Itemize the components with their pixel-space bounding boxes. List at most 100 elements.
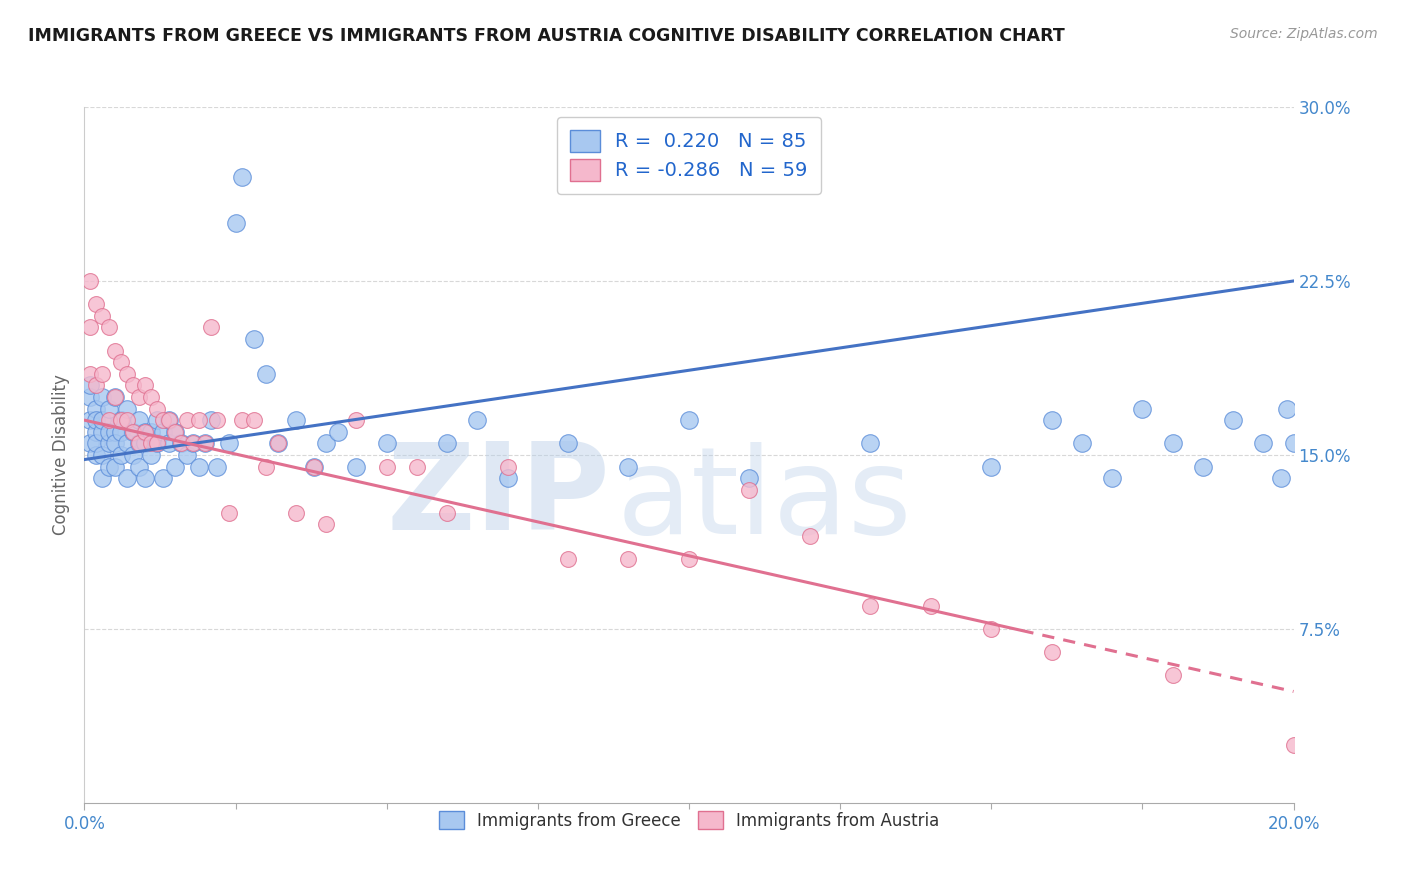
Point: [128, 413, 150, 427]
Point: [231, 413, 253, 427]
Text: IMMIGRANTS FROM GREECE VS IMMIGRANTS FROM AUSTRIA COGNITIVE DISABILITY CORRELATI: IMMIGRANTS FROM GREECE VS IMMIGRANTS FRO…: [28, 27, 1064, 45]
Point: [128, 436, 150, 450]
Point: [1040, 413, 1063, 427]
Point: [738, 471, 761, 485]
Point: [267, 436, 290, 450]
Point: [110, 413, 132, 427]
Y-axis label: Cognitive Disability: Cognitive Disability: [52, 375, 70, 535]
Point: [617, 459, 640, 474]
Point: [128, 436, 150, 450]
Point: [242, 413, 264, 427]
Point: [678, 552, 700, 566]
Point: [79, 367, 101, 381]
Point: [165, 425, 187, 439]
Point: [86, 401, 108, 416]
Point: [859, 599, 882, 613]
Point: [97, 320, 120, 334]
Point: [115, 367, 138, 381]
Point: [1161, 668, 1184, 682]
Point: [267, 436, 290, 450]
Point: [285, 413, 308, 427]
Point: [146, 436, 169, 450]
Point: [436, 506, 458, 520]
Point: [207, 459, 229, 474]
Point: [194, 436, 217, 450]
Point: [139, 448, 162, 462]
Point: [115, 436, 138, 450]
Point: [134, 425, 156, 439]
Text: ZIP: ZIP: [387, 438, 610, 555]
Point: [91, 471, 114, 485]
Point: [157, 413, 180, 427]
Point: [104, 390, 127, 404]
Point: [91, 390, 114, 404]
Point: [242, 332, 264, 346]
Point: [104, 436, 127, 450]
Point: [91, 309, 114, 323]
Point: [859, 436, 882, 450]
Point: [557, 436, 579, 450]
Point: [91, 367, 114, 381]
Point: [346, 413, 368, 427]
Point: [165, 425, 187, 439]
Point: [91, 448, 114, 462]
Point: [315, 517, 337, 532]
Point: [799, 529, 821, 543]
Point: [1130, 401, 1153, 416]
Point: [79, 436, 101, 450]
Point: [157, 413, 180, 427]
Point: [1253, 436, 1275, 450]
Point: [980, 622, 1002, 636]
Point: [121, 425, 143, 439]
Legend: Immigrants from Greece, Immigrants from Austria: Immigrants from Greece, Immigrants from …: [426, 797, 952, 843]
Point: [1277, 401, 1299, 416]
Point: [121, 448, 143, 462]
Point: [139, 390, 162, 404]
Point: [134, 378, 156, 392]
Point: [91, 425, 114, 439]
Point: [97, 459, 120, 474]
Point: [181, 436, 204, 450]
Point: [79, 378, 101, 392]
Point: [104, 425, 127, 439]
Point: [110, 355, 132, 369]
Point: [315, 436, 337, 450]
Point: [1192, 459, 1215, 474]
Point: [188, 459, 211, 474]
Point: [86, 413, 108, 427]
Point: [200, 413, 222, 427]
Text: atlas: atlas: [616, 442, 912, 558]
Point: [436, 436, 458, 450]
Point: [97, 436, 120, 450]
Point: [218, 506, 240, 520]
Point: [121, 378, 143, 392]
Point: [194, 436, 217, 450]
Point: [920, 599, 942, 613]
Point: [152, 471, 174, 485]
Point: [406, 459, 429, 474]
Text: Source: ZipAtlas.com: Source: ZipAtlas.com: [1230, 27, 1378, 41]
Point: [110, 413, 132, 427]
Point: [678, 413, 700, 427]
Point: [139, 436, 162, 450]
Point: [225, 216, 247, 230]
Point: [128, 390, 150, 404]
Point: [557, 552, 579, 566]
Point: [328, 425, 350, 439]
Point: [1282, 738, 1305, 752]
Point: [79, 413, 101, 427]
Point: [104, 459, 127, 474]
Point: [110, 448, 132, 462]
Point: [139, 425, 162, 439]
Point: [254, 367, 277, 381]
Point: [146, 413, 169, 427]
Point: [115, 401, 138, 416]
Point: [79, 390, 101, 404]
Point: [207, 413, 229, 427]
Point: [302, 459, 325, 474]
Point: [1282, 436, 1305, 450]
Point: [128, 459, 150, 474]
Point: [176, 413, 198, 427]
Point: [152, 413, 174, 427]
Point: [176, 448, 198, 462]
